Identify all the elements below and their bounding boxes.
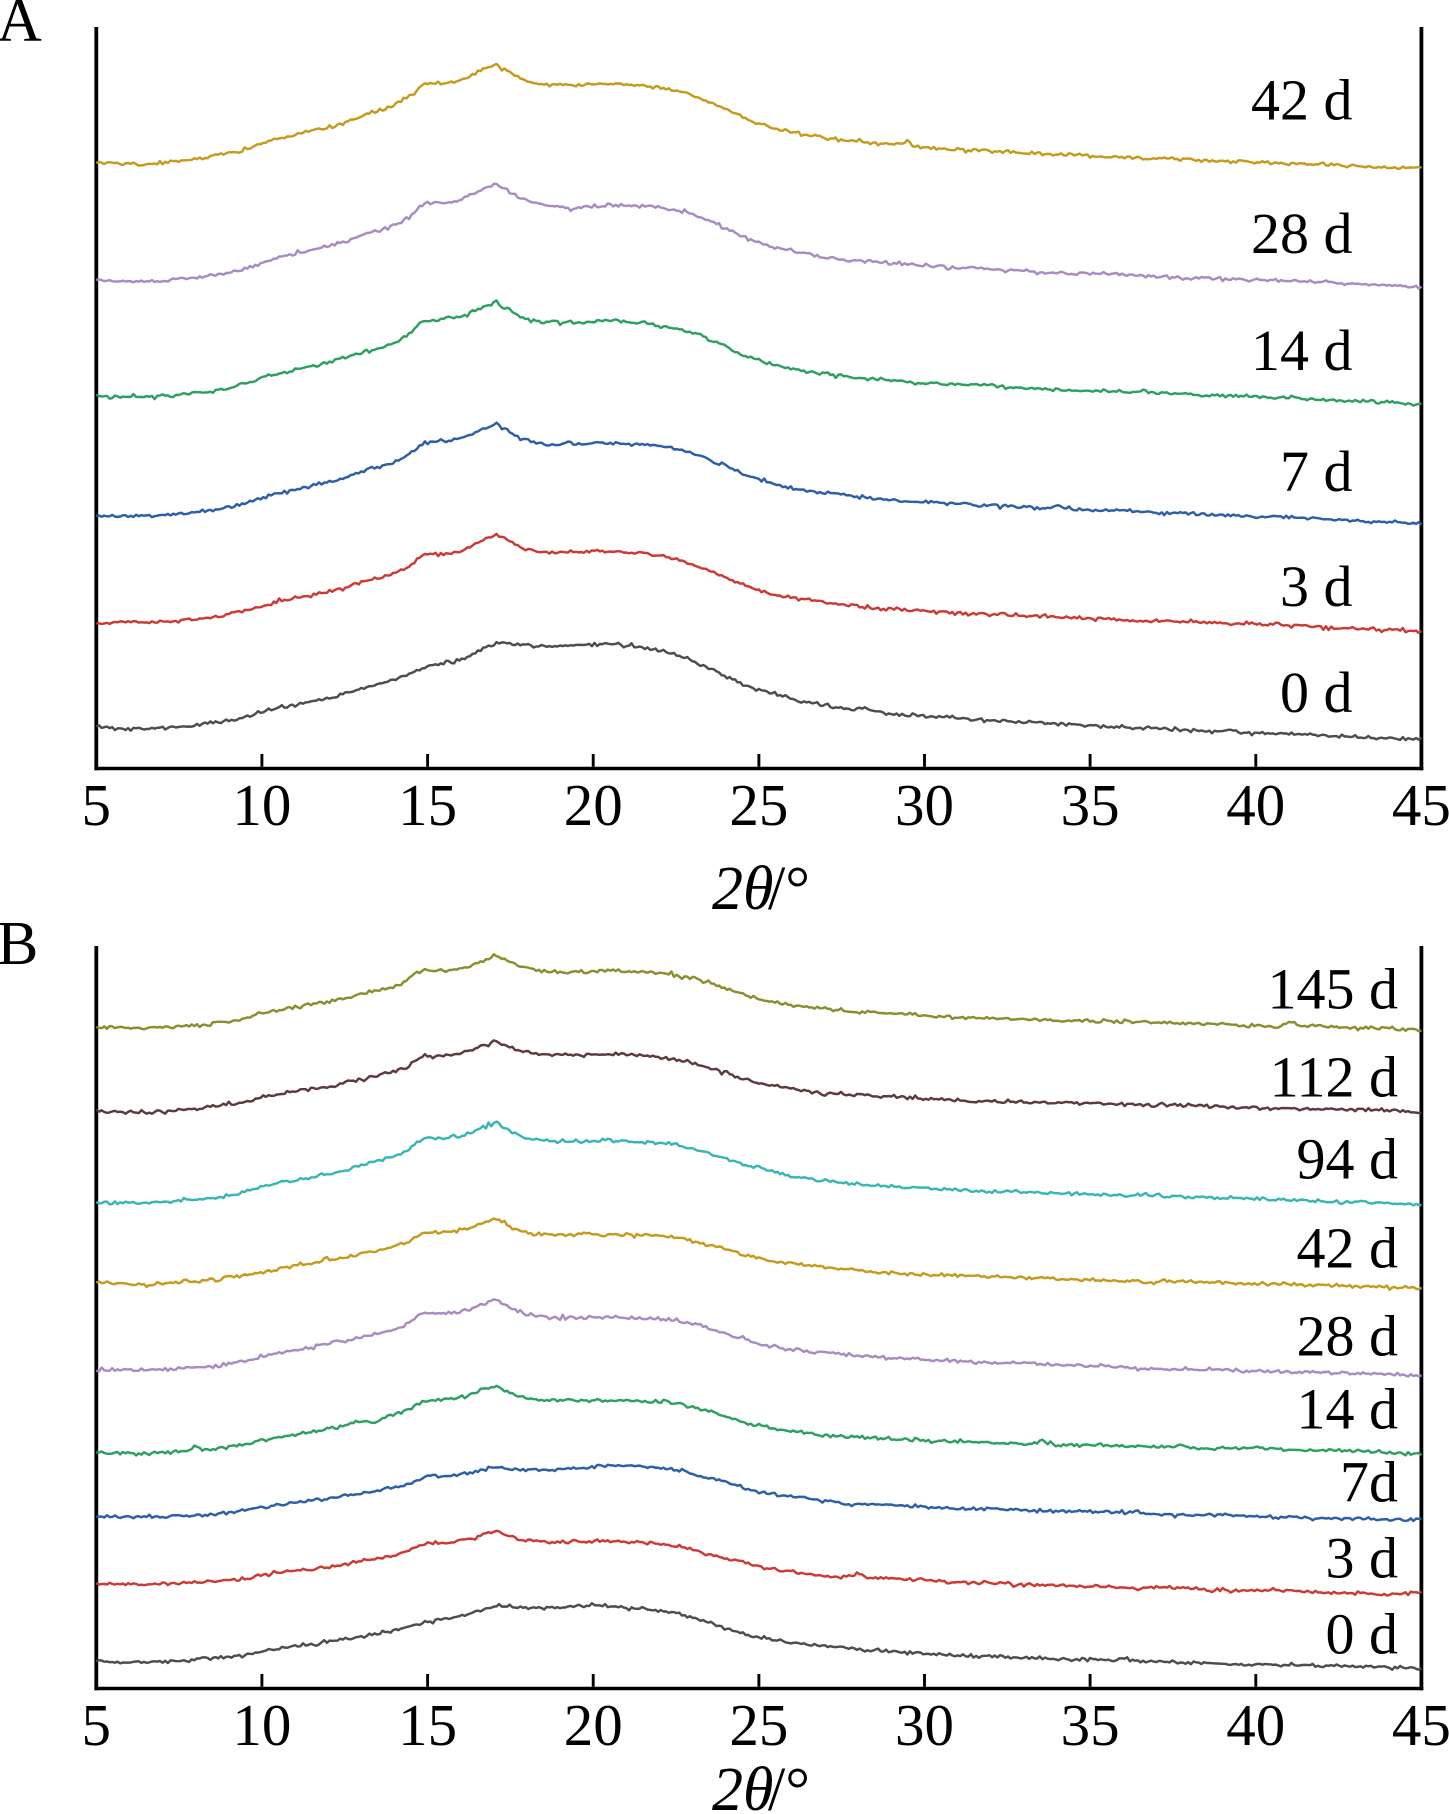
svg-text:/°: /° (768, 1756, 810, 1814)
svg-text:42 d: 42 d (1251, 68, 1353, 133)
svg-text:2θ: 2θ (712, 855, 773, 923)
svg-text:30: 30 (895, 772, 954, 838)
svg-text:7 d: 7 d (1280, 439, 1353, 504)
svg-text:3 d: 3 d (1280, 554, 1353, 619)
svg-text:0 d: 0 d (1280, 660, 1353, 725)
svg-text:5: 5 (82, 1692, 112, 1758)
svg-text:28 d: 28 d (1251, 201, 1353, 266)
svg-text:94 d: 94 d (1297, 1127, 1399, 1192)
svg-text:20: 20 (564, 772, 623, 838)
svg-text:35: 35 (1061, 1692, 1120, 1758)
svg-text:14 d: 14 d (1251, 318, 1353, 383)
svg-text:42 d: 42 d (1297, 1216, 1399, 1281)
svg-text:5: 5 (82, 772, 112, 838)
svg-text:B: B (0, 910, 38, 978)
svg-text:45: 45 (1392, 1692, 1449, 1758)
svg-text:40: 40 (1226, 1692, 1285, 1758)
svg-text:3 d: 3 d (1326, 1526, 1399, 1591)
svg-text:25: 25 (729, 772, 788, 838)
svg-text:2θ: 2θ (712, 1756, 773, 1814)
svg-text:14 d: 14 d (1297, 1377, 1399, 1442)
svg-text:7d: 7d (1340, 1450, 1398, 1515)
svg-text:28 d: 28 d (1297, 1304, 1399, 1369)
svg-text:/°: /° (768, 855, 810, 923)
svg-text:0 d: 0 d (1326, 1602, 1399, 1667)
svg-text:35: 35 (1061, 772, 1120, 838)
svg-text:45: 45 (1392, 772, 1449, 838)
svg-text:15: 15 (398, 772, 457, 838)
svg-text:A: A (0, 0, 42, 55)
svg-text:10: 10 (232, 1692, 291, 1758)
svg-text:20: 20 (564, 1692, 623, 1758)
svg-text:145 d: 145 d (1268, 957, 1399, 1022)
svg-text:112 d: 112 d (1270, 1045, 1398, 1110)
svg-text:25: 25 (729, 1692, 788, 1758)
svg-text:10: 10 (232, 772, 291, 838)
svg-text:40: 40 (1226, 772, 1285, 838)
svg-text:30: 30 (895, 1692, 954, 1758)
svg-text:15: 15 (398, 1692, 457, 1758)
